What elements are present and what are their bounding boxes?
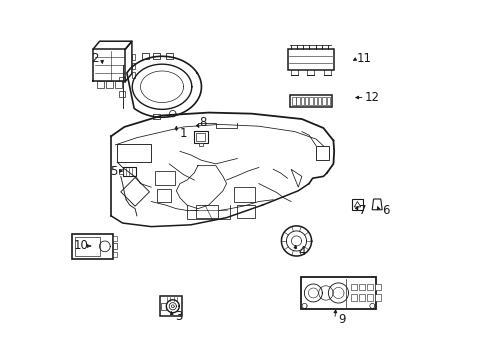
Bar xyxy=(123,167,136,176)
Bar xyxy=(106,81,113,88)
Bar xyxy=(317,97,321,105)
Bar xyxy=(132,72,135,78)
Bar xyxy=(113,252,117,257)
Text: 9: 9 xyxy=(338,312,345,326)
Bar xyxy=(72,234,113,258)
Bar xyxy=(326,97,329,105)
Bar xyxy=(233,187,255,202)
Bar xyxy=(358,294,365,301)
Polygon shape xyxy=(353,202,360,207)
Polygon shape xyxy=(371,199,382,210)
Text: 11: 11 xyxy=(356,51,371,64)
Bar xyxy=(196,134,204,140)
Bar xyxy=(287,49,333,70)
Bar xyxy=(300,97,304,105)
Bar xyxy=(119,91,125,97)
Bar xyxy=(237,205,255,218)
Bar xyxy=(322,97,325,105)
Bar xyxy=(196,205,217,218)
Bar xyxy=(153,114,160,119)
Bar xyxy=(119,77,125,82)
Bar xyxy=(119,168,123,174)
Bar xyxy=(366,284,372,290)
Bar xyxy=(305,97,308,105)
Bar xyxy=(113,235,117,240)
Text: 10: 10 xyxy=(73,239,88,252)
Bar xyxy=(198,143,203,146)
Bar xyxy=(374,294,380,301)
Text: 12: 12 xyxy=(364,91,379,104)
Bar xyxy=(300,277,375,309)
Bar xyxy=(292,97,295,105)
Bar xyxy=(316,146,328,160)
Bar xyxy=(313,97,316,105)
Text: 4: 4 xyxy=(298,245,305,258)
Bar xyxy=(75,237,100,256)
Bar xyxy=(142,53,149,59)
Bar xyxy=(113,243,117,249)
Polygon shape xyxy=(121,177,149,206)
Bar xyxy=(350,294,357,301)
Bar xyxy=(374,284,380,290)
Bar xyxy=(296,97,299,105)
Text: 7: 7 xyxy=(358,204,366,217)
Text: 1: 1 xyxy=(180,127,187,140)
Text: 2: 2 xyxy=(91,51,98,64)
Bar xyxy=(132,54,135,60)
Bar xyxy=(351,199,363,210)
Bar xyxy=(289,95,331,107)
Text: 3: 3 xyxy=(175,310,183,324)
Bar xyxy=(97,81,104,88)
Text: 8: 8 xyxy=(199,116,206,129)
Bar xyxy=(161,303,165,310)
Bar xyxy=(156,189,171,202)
Bar xyxy=(155,171,174,185)
Text: 6: 6 xyxy=(382,204,389,217)
Bar xyxy=(160,296,182,316)
Bar xyxy=(115,81,122,88)
Bar xyxy=(193,131,207,143)
Bar xyxy=(153,53,160,59)
Bar xyxy=(350,284,357,290)
Bar xyxy=(358,284,365,290)
Bar xyxy=(366,294,372,301)
Bar xyxy=(309,97,312,105)
Polygon shape xyxy=(290,169,301,187)
Text: 5: 5 xyxy=(110,165,118,177)
Bar xyxy=(165,53,172,59)
Bar xyxy=(132,63,135,69)
